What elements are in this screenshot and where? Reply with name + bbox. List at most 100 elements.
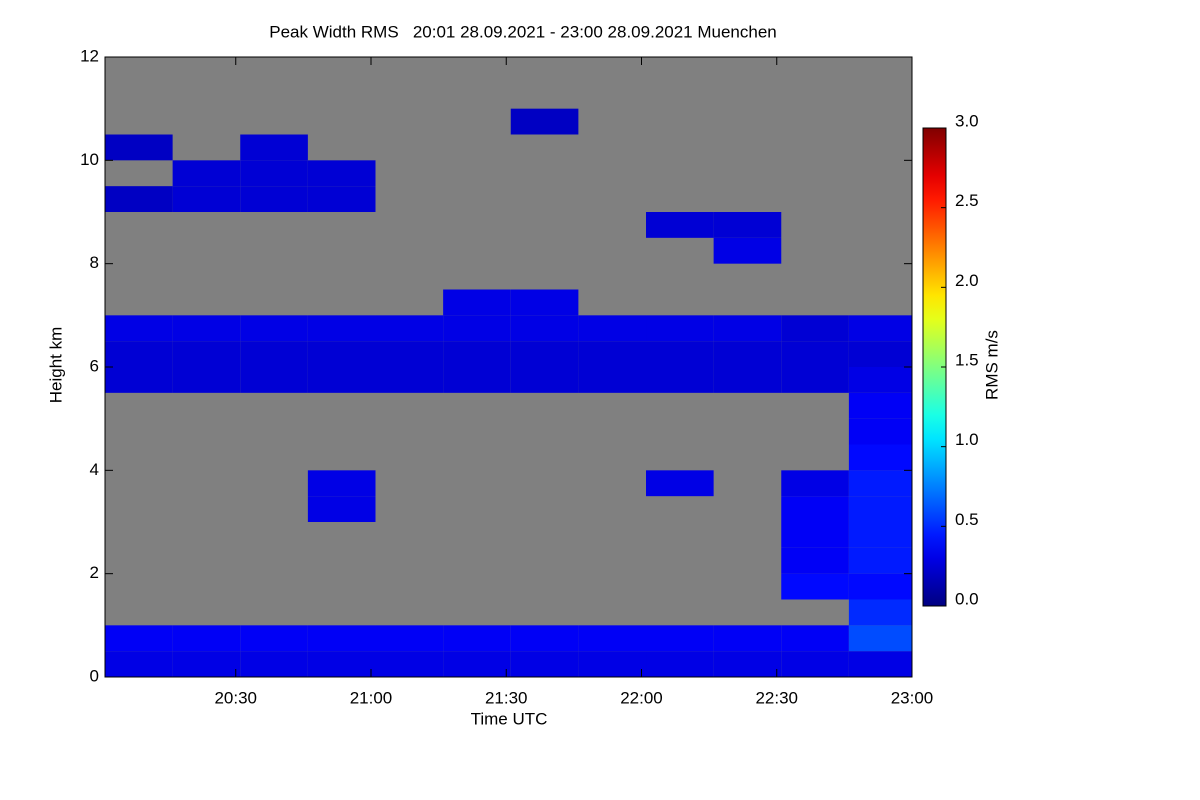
heatmap-cell <box>443 289 511 316</box>
heatmap-cell <box>172 341 241 367</box>
heatmap-cell <box>105 186 173 212</box>
heatmap-cell <box>578 625 647 652</box>
heatmap-cell <box>510 651 579 677</box>
heatmap-cell <box>781 367 849 393</box>
heatmap-cell <box>646 651 714 677</box>
heatmap-cell <box>307 315 376 342</box>
heatmap-cell <box>172 625 241 652</box>
heatmap-cell <box>240 160 308 187</box>
chart-title: Peak Width RMS 20:01 28.09.2021 - 23:00 … <box>269 22 777 41</box>
colorbar-tick-label: 2.0 <box>955 271 979 290</box>
heatmap-cell <box>375 315 444 342</box>
heatmap-cell <box>781 496 849 522</box>
heatmap-cell <box>646 315 714 342</box>
heatmap-cell <box>307 625 376 652</box>
colorbar-tick-label: 2.5 <box>955 191 979 210</box>
y-tick-label: 2 <box>90 563 99 582</box>
heatmap-cell <box>781 625 849 652</box>
heatmap-cell <box>848 392 912 419</box>
heatmap-cell <box>848 522 912 548</box>
heatmap-cell <box>848 418 912 445</box>
heatmap-cell <box>713 237 782 264</box>
colorbar-tick-label: 1.5 <box>955 350 979 369</box>
heatmap-cell <box>510 289 579 316</box>
x-tick-label: 22:00 <box>620 688 663 707</box>
heatmap-cell <box>578 651 647 677</box>
heatmap-cell <box>848 444 912 471</box>
heatmap-cell <box>578 367 647 393</box>
heatmap-cell <box>443 341 511 367</box>
heatmap-cell <box>713 341 782 367</box>
heatmap-cell <box>307 341 376 367</box>
heatmap-cell <box>375 341 444 367</box>
heatmap-cell <box>781 341 849 367</box>
heatmap-cell <box>375 651 444 677</box>
heatmap-cell <box>646 367 714 393</box>
heatmap-cell <box>646 212 714 238</box>
heatmap-cell <box>781 315 849 342</box>
heatmap-cell <box>848 367 912 393</box>
heatmap-cell <box>443 651 511 677</box>
colorbar-label: RMS m/s <box>982 330 1001 400</box>
y-tick-label: 0 <box>90 666 99 685</box>
y-tick-label: 6 <box>90 356 99 375</box>
heatmap-cell <box>646 341 714 367</box>
heatmap-cell <box>646 625 714 652</box>
heatmap-cell <box>510 315 579 342</box>
y-tick-label: 4 <box>90 460 99 479</box>
heatmap-cell <box>781 470 849 497</box>
heatmap-cell <box>307 160 376 187</box>
heatmap-cell <box>781 547 849 574</box>
heatmap-cell <box>240 341 308 367</box>
heatmap-cell <box>240 651 308 677</box>
heatmap-cell <box>307 496 376 522</box>
x-tick-label: 21:30 <box>485 688 528 707</box>
heatmap-cell <box>781 522 849 548</box>
y-tick-label: 10 <box>80 150 99 169</box>
heatmap-cell <box>105 367 173 393</box>
heatmap-cell <box>240 367 308 393</box>
heatmap-cell <box>443 625 511 652</box>
heatmap-cell <box>848 547 912 574</box>
heatmap-cell <box>646 470 714 497</box>
heatmap-cell <box>172 315 241 342</box>
heatmap-cell <box>105 625 173 652</box>
heatmap-cell <box>848 651 912 677</box>
heatmap-cell <box>375 625 444 652</box>
heatmap-cell <box>848 470 912 497</box>
heatmap-cell <box>713 625 782 652</box>
heatmap-cell <box>105 341 173 367</box>
heatmap-cell <box>713 315 782 342</box>
heatmap-cell <box>578 341 647 367</box>
heatmap-cell <box>375 367 444 393</box>
heatmap-cell <box>307 651 376 677</box>
heatmap-cell <box>848 315 912 342</box>
heatmap-cell <box>172 160 241 187</box>
heatmap-cell <box>781 651 849 677</box>
colorbar-tick-label: 1.0 <box>955 430 979 449</box>
heatmap-cell <box>443 315 511 342</box>
heatmap-cell <box>510 367 579 393</box>
y-axis-label: Height km <box>46 327 65 404</box>
heatmap-cell <box>713 212 782 238</box>
y-tick-label: 12 <box>80 46 99 65</box>
heatmap-cell <box>713 651 782 677</box>
heatmap-cell <box>713 367 782 393</box>
x-tick-label: 21:00 <box>350 688 393 707</box>
heatmap-cell <box>510 108 579 135</box>
heatmap-cell <box>443 367 511 393</box>
heatmap-cell <box>848 625 912 652</box>
heatmap-cell <box>578 315 647 342</box>
x-axis-label: Time UTC <box>471 709 548 728</box>
heatmap-cell <box>240 134 308 161</box>
heatmap-cell <box>510 625 579 652</box>
heatmap-cell <box>781 573 849 600</box>
heatmap-cell <box>848 341 912 367</box>
heatmap-cell <box>240 315 308 342</box>
y-tick-label: 8 <box>90 253 99 272</box>
colorbar-tick-label: 0.0 <box>955 589 979 608</box>
heatmap-cell <box>510 341 579 367</box>
heatmap-cell <box>848 496 912 522</box>
heatmap-cell <box>105 651 173 677</box>
